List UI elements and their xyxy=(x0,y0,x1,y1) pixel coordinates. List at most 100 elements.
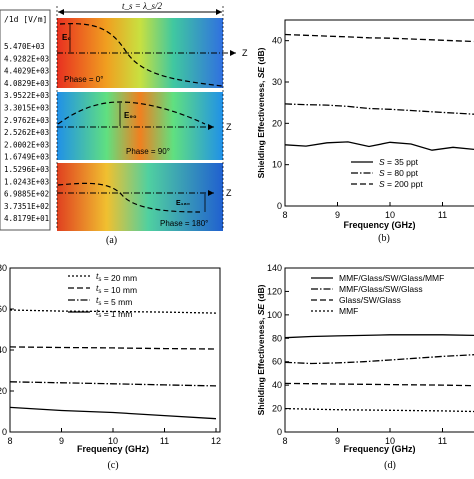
chart-c: 8 9 10 11 12 0 20 40 60 80 Frequency (GHz) ts = 20 … xyxy=(0,263,221,471)
panel-a: /1d [V/m] 5.470E+03 4.9282E+03 4.4029E+03 4… xyxy=(0,1,248,246)
legend-value: 1.0243E+03 xyxy=(4,177,49,186)
series-line xyxy=(285,334,474,339)
chart-b: 8 9 10 11 0 10 20 30 40 Frequency (GHz) Shielding … xyxy=(256,19,474,244)
legend-value: 3.9522E+03 xyxy=(4,91,49,100)
y-tick-label: 80 xyxy=(272,333,282,343)
series-line xyxy=(10,381,216,387)
legend-label: ts = 10 mm xyxy=(96,283,137,295)
legend-value: 1.5296E+03 xyxy=(4,165,49,174)
legend-value: 4.9282E+03 xyxy=(4,54,49,63)
legend-value: 2.9762E+03 xyxy=(4,116,49,125)
legend-label: ts = 5 mm xyxy=(96,295,132,307)
caption-b: (b) xyxy=(378,233,390,244)
y-tick-label: 80 xyxy=(0,263,7,273)
legend-value: 2.0002E+03 xyxy=(4,140,49,149)
legend-value: 4.4029E+03 xyxy=(4,67,49,76)
phase-label-90: Phase = 90° xyxy=(126,147,170,156)
z-arrow-0 xyxy=(230,50,236,56)
y-tick-label: 60 xyxy=(272,357,282,367)
y-tick-label: 100 xyxy=(267,310,282,320)
series-line xyxy=(285,33,474,43)
y-tick-label: 0 xyxy=(277,427,282,437)
legend-values: 5.470E+03 4.9282E+03 4.4029E+03 4.0829E+03 3… xyxy=(4,42,49,223)
x-tick-label: 9 xyxy=(59,436,64,446)
color-legend-box xyxy=(0,9,51,231)
series-line xyxy=(285,354,474,365)
x-tick-label: 11 xyxy=(438,436,447,446)
legend-label: MMF xyxy=(339,306,358,316)
chart-d: 8 9 10 11 0 20 40 60 80 100 120 140 Frequency (GHz) S… xyxy=(256,263,474,471)
y-tick-label: 10 xyxy=(272,160,282,170)
legend-label: ts = 1 mm xyxy=(96,307,132,319)
z-label-0: Z xyxy=(242,48,248,58)
x-tick-label: 10 xyxy=(385,210,395,220)
series-line xyxy=(285,141,474,151)
legend-header: /1d [V/m] xyxy=(4,15,47,24)
y-tick-label: 60 xyxy=(0,304,7,314)
y-tick-label: 0 xyxy=(277,201,282,211)
series-line xyxy=(285,382,474,387)
legend-label: S = 35 ppt xyxy=(379,157,419,167)
legend-label: ts = 20 mm xyxy=(96,271,137,283)
x-tick-label: 11 xyxy=(160,436,169,446)
legend: MMF/Glass/SW/Glass/MMFMMF/Glass/SW/Glass… xyxy=(311,273,444,316)
legend-label: S = 80 ppt xyxy=(379,168,419,178)
legend-label: S = 200 ppt xyxy=(379,179,423,189)
caption-c: (c) xyxy=(107,460,118,471)
y-tick-label: 40 xyxy=(272,380,282,390)
x-axis-title: Frequency (GHz) xyxy=(343,220,415,230)
x-tick-label: 9 xyxy=(335,436,340,446)
legend-value: 6.9885E+02 xyxy=(4,190,49,199)
y-tick-label: 120 xyxy=(267,286,282,296)
legend-value: 5.470E+03 xyxy=(4,42,45,51)
y-tick-label: 40 xyxy=(0,345,7,355)
wave-curve-180 xyxy=(57,182,201,213)
wave-curve-0 xyxy=(59,23,223,87)
field-plot-phase-90 xyxy=(57,92,223,160)
y-tick-label: 20 xyxy=(272,404,282,414)
field-label-90: E₉₀ xyxy=(124,111,137,120)
z-arrow-180 xyxy=(208,190,214,196)
legend-label: MMF/Glass/SW/Glass/MMF xyxy=(339,273,444,283)
legend-value: 4.8179E+01 xyxy=(4,214,49,223)
y-tick-label: 40 xyxy=(272,36,282,46)
legend-value: 1.6749E+03 xyxy=(4,153,49,162)
phase-label-0: Phase = 0° xyxy=(64,75,103,84)
x-axis-title: Frequency (GHz) xyxy=(77,444,149,454)
legend-value: 4.0829E+03 xyxy=(4,79,49,88)
caption-d: (d) xyxy=(384,460,396,471)
z-label-180: Z xyxy=(226,188,232,198)
y-tick-label: 140 xyxy=(267,263,282,273)
y-axis-title: Shielding Effectiveness, SE (dB) xyxy=(256,47,266,178)
series-line xyxy=(10,346,216,350)
plot-frame xyxy=(284,19,474,207)
x-tick-label: 10 xyxy=(108,436,118,446)
y-tick-label: 30 xyxy=(272,77,282,87)
wave-curve-90 xyxy=(57,101,206,125)
phase-label-180: Phase = 180° xyxy=(160,219,208,228)
legend-value: 3.3015E+03 xyxy=(4,104,49,113)
series-line xyxy=(285,103,474,115)
x-tick-label: 8 xyxy=(282,210,287,220)
y-tick-label: 20 xyxy=(272,118,282,128)
y-axis-title: Shielding Effectiveness, SE (dB) xyxy=(256,284,266,415)
x-tick-label: 8 xyxy=(282,436,287,446)
z-arrow-90 xyxy=(208,124,214,130)
legend-label: MMF/Glass/SW/Glass xyxy=(339,284,423,294)
series-line xyxy=(285,407,474,413)
legend-label: Glass/SW/Glass xyxy=(339,295,401,305)
legend-value: 2.5262E+03 xyxy=(4,128,49,137)
x-tick-label: 9 xyxy=(335,210,340,220)
caption-a: (a) xyxy=(106,235,117,246)
field-label-0: E₀ xyxy=(62,33,71,42)
y-tick-label: 0 xyxy=(2,427,7,437)
x-axis-title: Frequency (GHz) xyxy=(343,444,415,454)
x-tick-label: 11 xyxy=(438,210,447,220)
y-tick-label: 20 xyxy=(0,386,7,396)
x-tick-label: 8 xyxy=(7,436,12,446)
plot-frame xyxy=(284,267,474,433)
legend-value: 3.7351E+02 xyxy=(4,202,49,211)
dimension-label: t_s = λ_s/2 xyxy=(122,1,162,11)
